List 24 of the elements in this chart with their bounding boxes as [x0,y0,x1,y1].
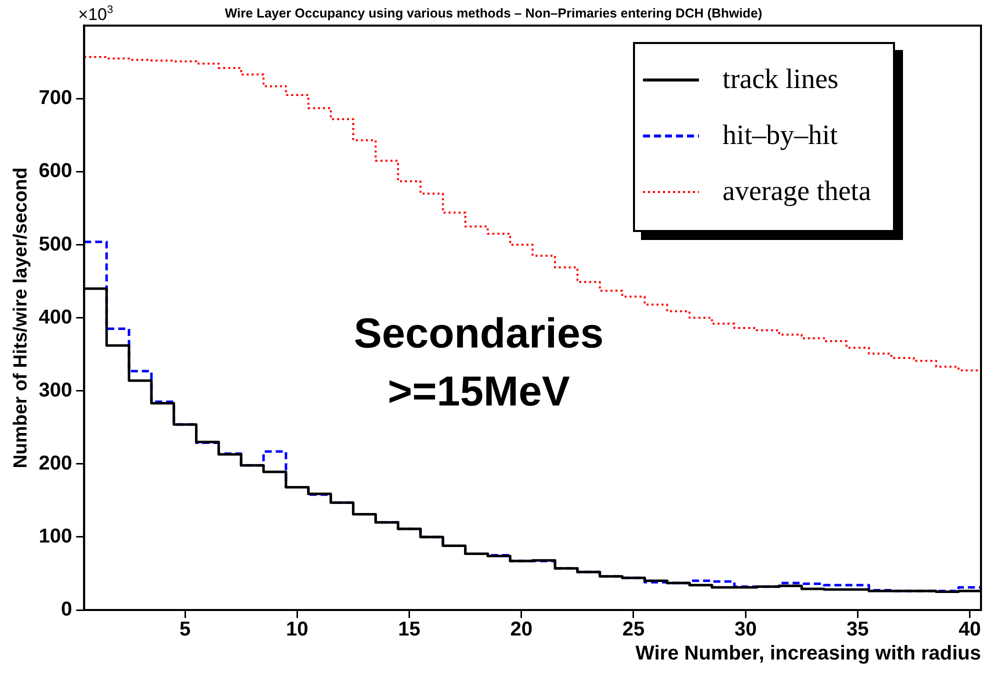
annotation: >=15MeV [388,368,570,415]
x-tick-label: 25 [622,618,645,641]
y-axis-title: Number of Hits/wire layer/second [10,167,32,468]
y-tick-label: 400 [38,306,72,328]
x-tick-label: 30 [734,618,757,641]
x-tick-label: 15 [398,618,420,641]
y-tick-label: 100 [38,525,72,548]
legend-label: hit–by–hit [722,120,838,152]
legend-label: track lines [722,64,838,96]
x-tick-label: 20 [510,618,532,641]
chart-title: Wire Layer Occupancy using various methods – Non–Primaries entering DCH (Bhwide) [224,5,762,20]
x-tick-label: 40 [958,618,981,641]
legend-label: average theta [722,176,871,208]
y-tick-label: 0 [61,598,72,621]
x-tick-label: 5 [180,618,191,641]
x-tick-label: 10 [286,618,308,641]
y-tick-label: 600 [38,160,72,182]
y-tick-label: 300 [38,379,72,402]
y-tick-label: 200 [38,452,72,474]
annotation: Secondaries [354,310,604,357]
y-tick-label: 500 [38,233,72,256]
x-tick-label: 35 [846,618,869,641]
y-tick-label: 700 [38,87,72,110]
x-axis-title: Wire Number, increasing with radius [636,642,981,665]
